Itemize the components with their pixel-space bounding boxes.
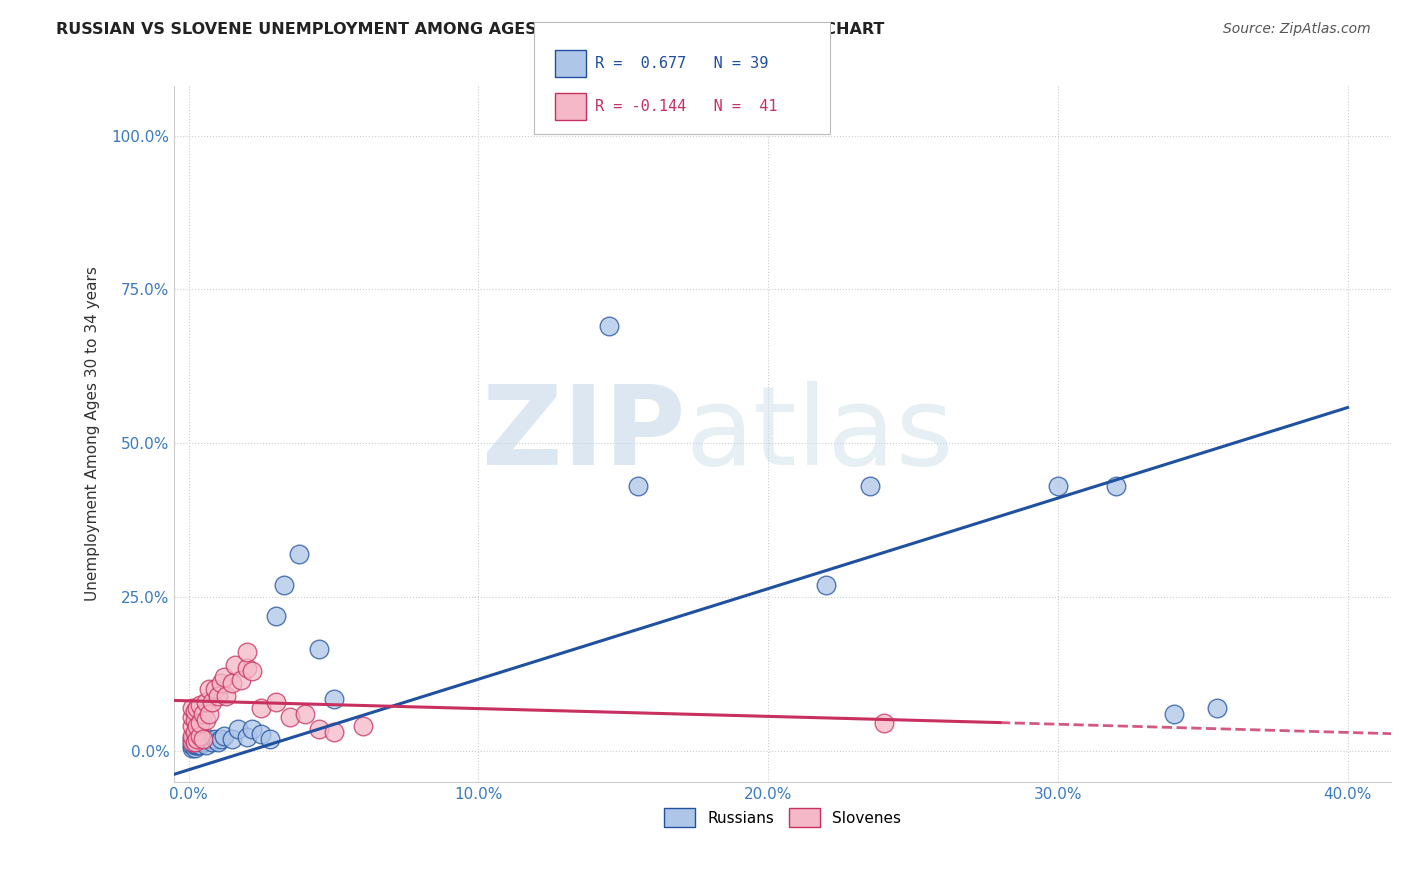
Point bbox=[226, 723, 249, 737]
Point bbox=[183, 738, 205, 752]
Point bbox=[186, 731, 208, 746]
Point bbox=[183, 704, 205, 718]
Point bbox=[193, 734, 215, 748]
Point bbox=[180, 701, 202, 715]
Text: RUSSIAN VS SLOVENE UNEMPLOYMENT AMONG AGES 30 TO 34 YEARS CORRELATION CHART: RUSSIAN VS SLOVENE UNEMPLOYMENT AMONG AG… bbox=[56, 22, 884, 37]
Point bbox=[204, 731, 226, 746]
Point bbox=[1206, 701, 1229, 715]
Point bbox=[242, 723, 264, 737]
Point bbox=[250, 726, 273, 740]
Point bbox=[352, 719, 374, 733]
Point bbox=[229, 673, 252, 687]
Point bbox=[259, 731, 281, 746]
Point bbox=[235, 661, 257, 675]
Text: Source: ZipAtlas.com: Source: ZipAtlas.com bbox=[1223, 22, 1371, 37]
Point bbox=[201, 734, 224, 748]
Point bbox=[221, 676, 243, 690]
Point bbox=[183, 734, 205, 748]
Point bbox=[308, 642, 330, 657]
Point bbox=[180, 738, 202, 752]
Point bbox=[273, 578, 295, 592]
Legend: Russians, Slovenes: Russians, Slovenes bbox=[658, 802, 907, 833]
Point bbox=[180, 710, 202, 724]
Text: R = -0.144   N =  41: R = -0.144 N = 41 bbox=[595, 99, 778, 114]
Text: atlas: atlas bbox=[685, 381, 953, 488]
Text: R =  0.677   N = 39: R = 0.677 N = 39 bbox=[595, 56, 768, 70]
Point bbox=[294, 706, 316, 721]
Point bbox=[198, 706, 221, 721]
Point bbox=[188, 738, 211, 752]
Text: ZIP: ZIP bbox=[482, 381, 685, 488]
Point bbox=[198, 731, 221, 746]
Point bbox=[1163, 706, 1185, 721]
Point bbox=[188, 716, 211, 731]
Point bbox=[183, 734, 205, 748]
Point bbox=[186, 738, 208, 752]
Point bbox=[288, 547, 311, 561]
Point bbox=[188, 729, 211, 743]
Point bbox=[180, 740, 202, 755]
Point bbox=[183, 740, 205, 755]
Point bbox=[186, 701, 208, 715]
Point bbox=[183, 713, 205, 727]
Point bbox=[278, 710, 301, 724]
Point bbox=[198, 682, 221, 697]
Point bbox=[183, 729, 205, 743]
Point bbox=[250, 701, 273, 715]
Point bbox=[195, 738, 218, 752]
Point bbox=[873, 716, 896, 731]
Point bbox=[180, 719, 202, 733]
Y-axis label: Unemployment Among Ages 30 to 34 years: Unemployment Among Ages 30 to 34 years bbox=[86, 267, 100, 601]
Point bbox=[322, 691, 344, 706]
Point bbox=[264, 695, 287, 709]
Point bbox=[209, 731, 232, 746]
Point bbox=[224, 657, 246, 672]
Point bbox=[195, 713, 218, 727]
Point bbox=[204, 682, 226, 697]
Point bbox=[186, 731, 208, 746]
Point bbox=[186, 734, 208, 748]
Point bbox=[193, 731, 215, 746]
Point bbox=[242, 664, 264, 678]
Point bbox=[186, 719, 208, 733]
Point bbox=[193, 731, 215, 746]
Point bbox=[188, 698, 211, 712]
Point bbox=[1105, 479, 1128, 493]
Point bbox=[858, 479, 880, 493]
Point bbox=[264, 608, 287, 623]
Point bbox=[183, 725, 205, 739]
Point bbox=[193, 706, 215, 721]
Point bbox=[215, 689, 238, 703]
Point bbox=[201, 695, 224, 709]
Point bbox=[180, 734, 202, 748]
Point bbox=[180, 731, 202, 746]
Point bbox=[235, 731, 257, 745]
Point bbox=[207, 689, 229, 703]
Point bbox=[212, 729, 235, 743]
Point bbox=[322, 725, 344, 739]
Point bbox=[308, 723, 330, 737]
Point bbox=[235, 645, 257, 659]
Point bbox=[180, 729, 202, 743]
Point bbox=[815, 578, 838, 592]
Point bbox=[207, 734, 229, 748]
Point bbox=[221, 731, 243, 746]
Point bbox=[598, 319, 620, 334]
Point bbox=[627, 479, 650, 493]
Point bbox=[195, 695, 218, 709]
Point bbox=[209, 676, 232, 690]
Point bbox=[1046, 479, 1069, 493]
Point bbox=[212, 670, 235, 684]
